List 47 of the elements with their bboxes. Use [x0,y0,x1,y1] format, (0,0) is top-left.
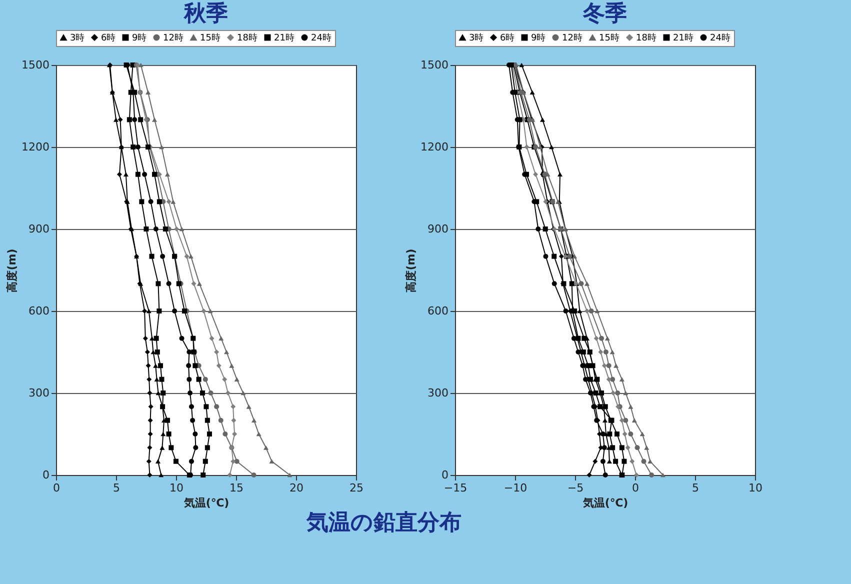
chart-title: 秋季 [183,2,228,26]
chart-title: 冬季 [582,2,627,26]
legend-label: 12時 [562,32,582,44]
x-tick-label: −15 [444,482,468,494]
y-tick-label: 0 [442,468,448,482]
x-tick-label: 20 [290,482,304,494]
x-tick-label: 15 [230,482,244,494]
legend-label: 3時 [70,32,85,44]
legend-label: 6時 [500,32,515,44]
x-tick-label: 0 [53,482,60,494]
legend-label: 9時 [132,32,147,44]
y-tick-label: 1200 [420,140,448,154]
legend-label: 24時 [710,32,730,44]
x-axis-title: 気温(℃) [582,496,628,510]
legend-label: 21時 [673,32,694,44]
x-tick-label: 0 [632,482,639,494]
legend-label: 6時 [101,32,116,44]
y-tick-label: 1500 [420,58,448,72]
legend-label: 24時 [311,32,332,44]
text: 気温の鉛直分布 [306,510,462,536]
y-tick-label: 600 [428,304,448,318]
y-tick-label: 1200 [22,140,50,154]
x-tick-label: 5 [692,482,699,494]
y-axis-title: 高度(m) [404,248,418,292]
legend-label: 15時 [599,32,620,44]
legend-label: 15時 [200,32,220,44]
legend-label: 18時 [636,32,656,44]
x-tick-label: −5 [567,482,584,494]
legend-label: 3時 [469,32,484,44]
x-tick-label: 25 [350,482,364,494]
x-axis-title: 気温(℃) [182,496,230,510]
x-tick-label: 5 [113,482,120,494]
y-tick-label: 900 [28,222,50,236]
y-tick-label: 900 [428,222,448,236]
y-tick-label: 1500 [22,58,50,72]
y-axis-title: 高度(m) [6,248,19,292]
y-tick-label: 300 [428,386,448,400]
legend-label: 9時 [531,32,546,44]
legend-label: 18時 [237,32,258,44]
x-tick-label: 10 [170,482,184,494]
y-tick-label: 600 [28,304,50,318]
x-tick-label: 10 [748,482,762,494]
y-tick-label: 300 [28,386,50,400]
y-tick-label: 0 [42,468,50,482]
legend-label: 12時 [163,32,184,44]
x-tick-label: −10 [504,482,528,494]
legend-label: 21時 [274,32,294,44]
